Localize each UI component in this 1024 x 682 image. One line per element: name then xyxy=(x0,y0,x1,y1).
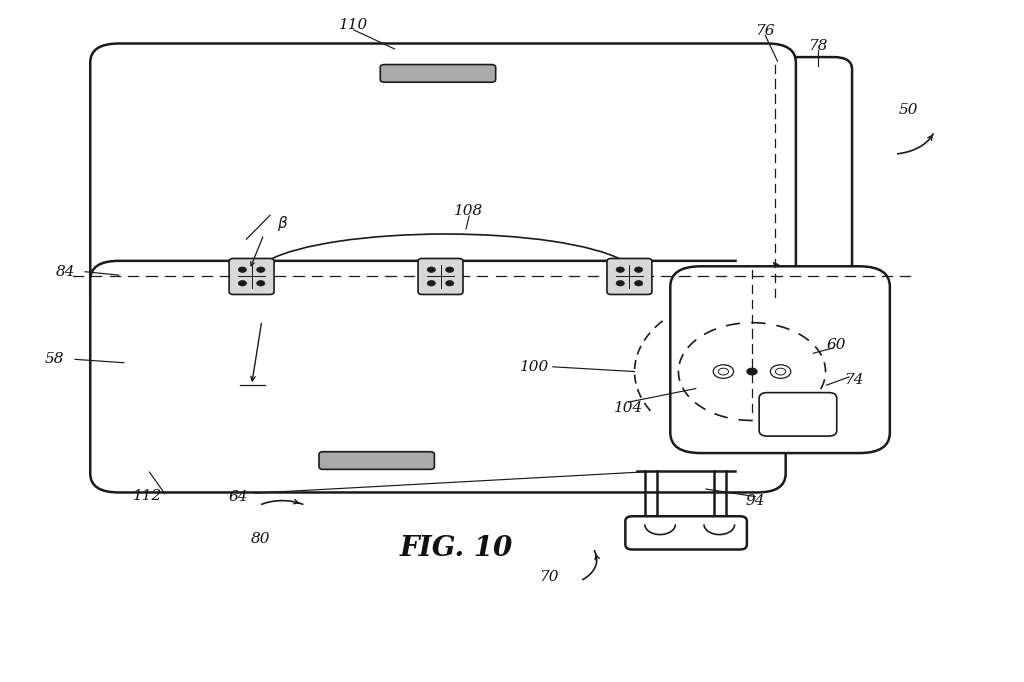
Circle shape xyxy=(427,267,435,272)
Text: 100: 100 xyxy=(520,361,549,374)
FancyBboxPatch shape xyxy=(90,261,785,492)
FancyBboxPatch shape xyxy=(718,57,852,302)
Circle shape xyxy=(770,365,791,379)
FancyBboxPatch shape xyxy=(759,393,837,436)
Circle shape xyxy=(616,280,625,286)
Text: $\beta$: $\beta$ xyxy=(278,213,289,233)
Text: FIG. 10: FIG. 10 xyxy=(399,535,512,562)
Circle shape xyxy=(239,280,247,286)
FancyBboxPatch shape xyxy=(319,451,434,469)
Circle shape xyxy=(616,267,625,272)
Circle shape xyxy=(239,267,247,272)
Text: 110: 110 xyxy=(339,18,369,32)
FancyBboxPatch shape xyxy=(418,258,463,295)
Text: 94: 94 xyxy=(745,494,765,507)
Text: 84: 84 xyxy=(56,265,76,279)
Circle shape xyxy=(746,368,757,375)
Circle shape xyxy=(427,280,435,286)
Text: 80: 80 xyxy=(251,533,270,546)
Circle shape xyxy=(635,267,643,272)
FancyBboxPatch shape xyxy=(626,516,746,550)
Circle shape xyxy=(713,365,733,379)
Text: 50: 50 xyxy=(898,103,918,117)
Text: 104: 104 xyxy=(613,400,643,415)
FancyBboxPatch shape xyxy=(229,258,274,295)
FancyBboxPatch shape xyxy=(671,266,890,453)
Text: 58: 58 xyxy=(45,352,65,366)
FancyBboxPatch shape xyxy=(607,258,652,295)
Text: 70: 70 xyxy=(539,570,558,584)
Text: 112: 112 xyxy=(133,489,162,503)
Text: 60: 60 xyxy=(827,338,847,352)
Circle shape xyxy=(635,280,643,286)
Text: 74: 74 xyxy=(845,373,864,387)
Text: 76: 76 xyxy=(756,25,775,38)
Circle shape xyxy=(445,267,454,272)
FancyBboxPatch shape xyxy=(90,44,796,316)
Circle shape xyxy=(257,267,265,272)
Circle shape xyxy=(257,280,265,286)
Text: 64: 64 xyxy=(228,490,248,504)
Text: 78: 78 xyxy=(809,40,828,53)
Circle shape xyxy=(445,280,454,286)
FancyBboxPatch shape xyxy=(380,65,496,83)
Text: 108: 108 xyxy=(454,204,482,218)
